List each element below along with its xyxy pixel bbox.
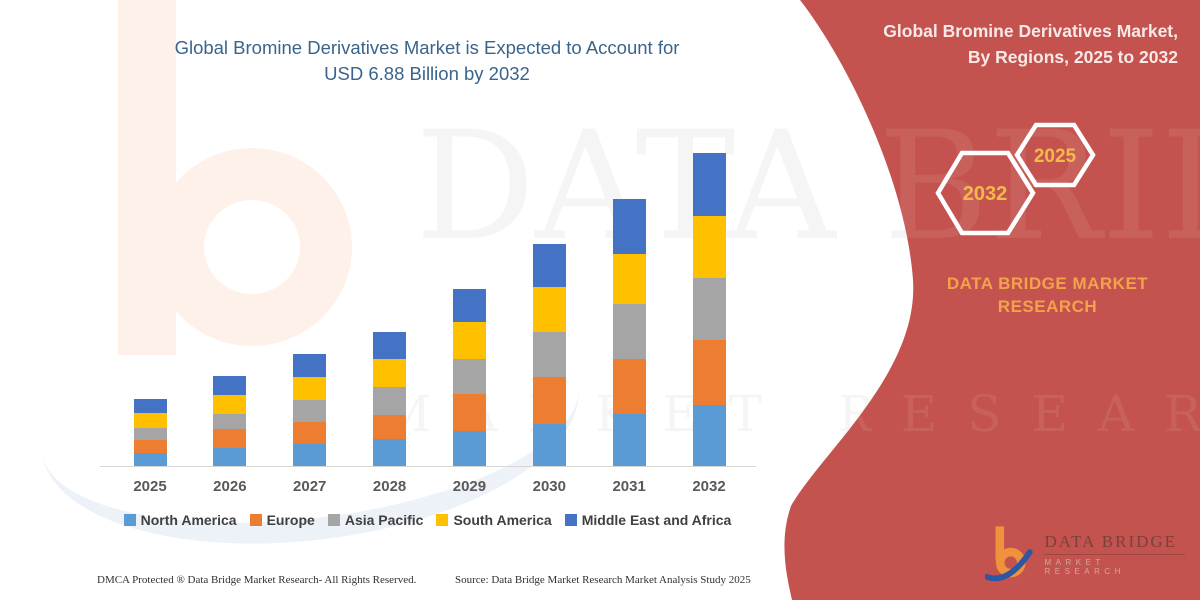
legend-item-middle-east-and-africa: Middle East and Africa — [564, 512, 732, 528]
bar-segment-north-america — [612, 414, 646, 466]
bar-segment-south-america — [452, 322, 486, 360]
side-panel-title-line2: By Regions, 2025 to 2032 — [967, 47, 1178, 67]
data-bridge-logo-icon — [985, 526, 1033, 582]
legend-label: South America — [453, 512, 552, 528]
side-panel-title-line1: Global Bromine Derivatives Market, — [883, 21, 1178, 41]
bar-segment-europe — [133, 440, 167, 454]
chart-title-line1: Global Bromine Derivatives Market is Exp… — [174, 37, 680, 58]
x-axis-label: 2030 — [532, 478, 566, 495]
bar-segment-south-america — [373, 359, 407, 387]
x-axis-label: 2029 — [452, 478, 487, 495]
bar-segment-middle-east-and-africa — [452, 289, 486, 323]
bar-segment-north-america — [213, 447, 247, 466]
year-hexagons: 2032 2025 — [935, 122, 1096, 236]
x-axis-line — [100, 466, 756, 467]
bar-segment-south-america — [293, 376, 327, 401]
legend-label: Middle East and Africa — [581, 512, 732, 528]
x-axis-label: 2025 — [133, 478, 167, 495]
bar-segment-middle-east-and-africa — [213, 376, 247, 396]
x-axis-label: 2031 — [612, 478, 646, 495]
legend-swatch — [564, 514, 577, 526]
bar-segment-north-america — [373, 439, 407, 466]
footer-source-text: Source: Data Bridge Market Research Mark… — [455, 574, 751, 586]
brand-wordmark: DATA BRIDGE MARKET RESEARCH — [946, 274, 1149, 316]
bar-segment-europe — [293, 422, 327, 445]
bar-segment-north-america — [293, 444, 327, 466]
bar-segment-asia-pacific — [532, 331, 566, 377]
legend-swatch — [436, 514, 449, 526]
bar-segment-middle-east-and-africa — [532, 243, 566, 287]
bar-segment-asia-pacific — [293, 400, 327, 423]
bar-segment-north-america — [692, 404, 726, 466]
bar-segment-middle-east-and-africa — [293, 354, 327, 377]
hexagon-year-2032: 2032 — [963, 183, 1008, 205]
legend-item-europe: Europe — [249, 512, 315, 528]
data-bridge-logo: DATA BRIDGE MARKET RESEARCH — [985, 524, 1185, 588]
watermark-layer-red: DATA BRIDGE MARKET RESEARCH — [790, 0, 1200, 600]
bar-segment-south-america — [612, 254, 646, 305]
legend-swatch — [123, 514, 136, 526]
legend-label: Asia Pacific — [344, 512, 424, 528]
x-axis-label: 2032 — [692, 478, 726, 495]
x-axis-label: 2027 — [293, 478, 327, 495]
bar-segment-europe — [532, 376, 566, 424]
hexagon-year-2025: 2025 — [1034, 146, 1077, 167]
bar-segment-south-america — [692, 215, 726, 279]
bar-segment-europe — [452, 394, 486, 431]
bar-segment-south-america — [133, 413, 167, 428]
chart-title: Global Bromine Derivatives Market is Exp… — [112, 35, 742, 87]
bar-segment-north-america — [133, 453, 167, 466]
legend-swatch — [249, 514, 262, 526]
bar-segment-asia-pacific — [452, 359, 486, 395]
chart-title-line2: USD 6.88 Billion by 2032 — [324, 63, 530, 84]
legend-swatch — [327, 514, 340, 526]
logo-name: DATA BRIDGE — [1044, 532, 1185, 555]
chart-legend: North America Europe Asia Pacific South Ame… — [95, 512, 760, 528]
bar-segment-south-america — [532, 286, 566, 332]
x-axis-label: 2028 — [372, 478, 407, 495]
bar-segment-europe — [612, 359, 646, 415]
bar-segment-north-america — [452, 430, 486, 466]
bar-segment-north-america — [532, 423, 566, 466]
bar-segment-middle-east-and-africa — [612, 198, 646, 254]
legend-label: North America — [140, 512, 237, 528]
bar-segment-middle-east-and-africa — [692, 153, 726, 216]
footer-dmca-text: DMCA Protected ® Data Bridge Market Rese… — [97, 574, 417, 586]
legend-item-south-america: South America — [436, 512, 552, 528]
bar-segment-asia-pacific — [133, 427, 167, 441]
legend-label: Europe — [266, 512, 315, 528]
bar-segment-asia-pacific — [213, 413, 247, 429]
legend-item-north-america: North America — [123, 512, 237, 528]
side-panel-title: Global Bromine Derivatives Market, By Re… — [818, 18, 1178, 70]
bar-segment-europe — [373, 415, 407, 440]
bar-segment-asia-pacific — [692, 278, 726, 341]
watermark-text-marketresearch-red: MARKET RESEARCH — [790, 385, 1200, 443]
logo-text: DATA BRIDGE MARKET RESEARCH — [1044, 524, 1185, 588]
bar-segment-middle-east-and-africa — [373, 332, 407, 360]
bar-segment-south-america — [213, 395, 247, 414]
bar-segment-europe — [692, 340, 726, 405]
hexagon-2032 — [935, 150, 1036, 236]
hexagon-2025 — [1014, 122, 1096, 188]
bar-segment-europe — [213, 428, 247, 448]
bar-segment-middle-east-and-africa — [133, 398, 167, 414]
bar-segment-asia-pacific — [612, 304, 646, 360]
bar-segment-asia-pacific — [373, 386, 407, 416]
x-axis-label: 2026 — [213, 478, 247, 495]
watermark-text-databridge-red: DATA BRIDGE — [790, 100, 1200, 274]
legend-item-asia-pacific: Asia Pacific — [327, 512, 424, 528]
logo-tagline: MARKET RESEARCH — [1044, 558, 1125, 576]
